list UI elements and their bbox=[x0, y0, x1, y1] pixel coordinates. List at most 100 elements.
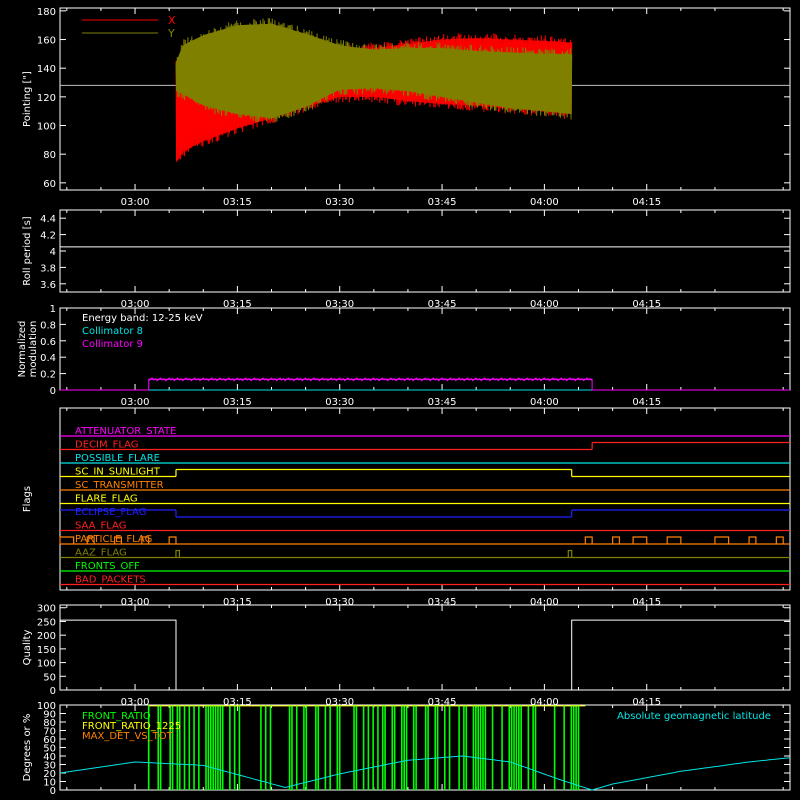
legend-label-collimator-8: Collimator 8 bbox=[82, 326, 143, 337]
y-axis-label: Pointing ["] bbox=[22, 71, 33, 127]
flag-pulse bbox=[666, 536, 682, 544]
flag-label: FLARE_FLAG bbox=[75, 494, 138, 505]
y-axis-label: Quality bbox=[22, 630, 33, 666]
series-y-band bbox=[176, 23, 572, 119]
flag-label: ATTENUATOR_STATE bbox=[75, 426, 176, 437]
y-tick-label: 4 bbox=[50, 247, 56, 258]
y-tick-label: 100 bbox=[37, 659, 56, 670]
y-axis-label: Roll period [s] bbox=[22, 216, 33, 285]
y-tick-label: 80 bbox=[43, 150, 56, 161]
x-tick-label: 03:15 bbox=[223, 697, 252, 708]
x-tick-label: 04:15 bbox=[632, 597, 661, 608]
panel-5: 03:00 03:15 03:30 03:45 04:00 04:15 0 50 100 150 2… bbox=[22, 604, 791, 708]
y-axis-label: Degrees or % bbox=[22, 714, 33, 782]
y-tick-label: 0 bbox=[50, 686, 56, 697]
flag-pulse bbox=[584, 536, 593, 544]
x-tick-label: 03:00 bbox=[121, 299, 150, 310]
legend-label-geomagnetic-latitude: Absolute geomagnetic latitude bbox=[617, 711, 771, 722]
y-tick-label: 100 bbox=[37, 701, 56, 712]
x-tick-label: 04:00 bbox=[530, 197, 559, 208]
x-tick-label: 04:15 bbox=[632, 197, 661, 208]
panel-3: 03:00 03:15 03:30 03:45 04:00 04:15 0 0.2 0.4 0.6… bbox=[17, 304, 791, 408]
legend-label: FRONT_RATIO bbox=[82, 711, 151, 722]
x-tick-label: 04:15 bbox=[632, 299, 661, 310]
panels: 03:00 03:15 03:30 03:45 04:00 04:156080100120… bbox=[17, 7, 791, 797]
y-tick-label: 60 bbox=[43, 179, 56, 190]
y-tick-label: 200 bbox=[37, 631, 56, 642]
x-tick-label: 03:45 bbox=[428, 597, 457, 608]
y-axis-label: Normalized bbox=[17, 321, 28, 378]
y-tick-label: 150 bbox=[37, 645, 56, 656]
legend-label: MAX_DET_VS_TOT bbox=[82, 731, 174, 742]
x-tick-label: 03:15 bbox=[223, 197, 252, 208]
flag-label: AAZ_FLAG bbox=[75, 548, 127, 559]
y-tick-label: 60 bbox=[43, 735, 56, 746]
series-collimator-9-line bbox=[60, 378, 790, 391]
flag-pulse bbox=[632, 536, 648, 544]
y-tick-label: 0.8 bbox=[40, 320, 56, 331]
flag-pulse bbox=[168, 536, 177, 544]
flag-label: DECIM_FLAG bbox=[75, 440, 139, 451]
panel-frame bbox=[59, 407, 791, 591]
y-tick-label: 10 bbox=[43, 778, 56, 789]
y-tick-label: 3.8 bbox=[40, 263, 56, 274]
panel-1: 03:00 03:15 03:30 03:45 04:00 04:15 60 80 100 120… bbox=[22, 7, 791, 208]
x-tick-label: 03:45 bbox=[428, 197, 457, 208]
flag-pulse bbox=[714, 536, 730, 544]
x-tick-label: 03:45 bbox=[428, 697, 457, 708]
x-tick-label: 03:30 bbox=[325, 697, 354, 708]
y-tick-label: 20 bbox=[43, 769, 56, 780]
y-tick-label: 300 bbox=[37, 604, 56, 615]
flag-label: POSSIBLE_FLARE bbox=[75, 453, 160, 464]
geomagnetic-latitude-line bbox=[59, 755, 791, 791]
x-tick-label: 03:15 bbox=[223, 597, 252, 608]
flag-label: SC_IN_SUNLIGHT bbox=[75, 467, 161, 478]
flag-pulse bbox=[141, 536, 150, 544]
y-tick-label: 3.6 bbox=[40, 280, 56, 291]
flag-label: BAD_PACKETS bbox=[75, 575, 146, 586]
y-tick-label: 30 bbox=[43, 761, 56, 772]
legend-label-y: Y bbox=[167, 27, 175, 40]
y-tick-label: 80 bbox=[43, 718, 56, 729]
flag-pulse bbox=[612, 536, 621, 544]
y-tick-label: 4.2 bbox=[40, 231, 56, 242]
x-tick-label: 03:15 bbox=[223, 397, 252, 408]
y-tick-label: 50 bbox=[43, 744, 56, 755]
y-tick-label: 70 bbox=[43, 727, 56, 738]
y-tick-label: 120 bbox=[37, 93, 56, 104]
y-tick-label: 180 bbox=[37, 7, 56, 18]
quality-line bbox=[60, 619, 790, 691]
x-tick-label: 03:30 bbox=[325, 299, 354, 310]
y-axis-label: modulation bbox=[28, 321, 39, 378]
y-tick-label: 0.6 bbox=[40, 337, 56, 348]
y-tick-label: 50 bbox=[43, 672, 56, 683]
y-tick-label: 160 bbox=[37, 36, 56, 47]
flag-pulse bbox=[175, 549, 180, 558]
panel-4: 03:00 03:15 03:30 03:45 04:00 04:15 Flags ATTEN… bbox=[22, 407, 791, 608]
y-tick-label: 1 bbox=[50, 304, 56, 315]
flag-pulse bbox=[86, 536, 95, 544]
energy-band-annotation: Energy band: 12-25 keV bbox=[82, 313, 203, 324]
y-tick-label: 0.4 bbox=[40, 353, 56, 364]
flag-pulse bbox=[113, 536, 123, 544]
x-tick-label: 03:00 bbox=[121, 197, 150, 208]
x-tick-label: 03:45 bbox=[428, 299, 457, 310]
flag-pulse bbox=[748, 536, 757, 544]
x-tick-label: 04:00 bbox=[530, 697, 559, 708]
x-tick-label: 04:00 bbox=[530, 597, 559, 608]
x-tick-label: 03:15 bbox=[223, 299, 252, 310]
x-tick-label: 03:30 bbox=[325, 597, 354, 608]
y-tick-label: 0 bbox=[50, 386, 56, 397]
x-tick-label: 03:00 bbox=[121, 397, 150, 408]
flag-label: FRONTS_OFF bbox=[75, 561, 140, 572]
flag-label: PARTICLE_FLAG bbox=[75, 534, 152, 545]
x-tick-label: 03:30 bbox=[325, 197, 354, 208]
flag-label: SC_TRANSMITTER bbox=[75, 480, 164, 491]
x-tick-label: 03:00 bbox=[121, 697, 150, 708]
panel-frame bbox=[59, 7, 791, 191]
flag-pulse bbox=[567, 549, 573, 558]
x-tick-label: 04:15 bbox=[632, 697, 661, 708]
panel-2: 03:00 03:15 03:30 03:45 04:00 04:15 3.6 3.8 4 4.2… bbox=[22, 209, 791, 310]
y-tick-label: 4.4 bbox=[40, 214, 56, 225]
